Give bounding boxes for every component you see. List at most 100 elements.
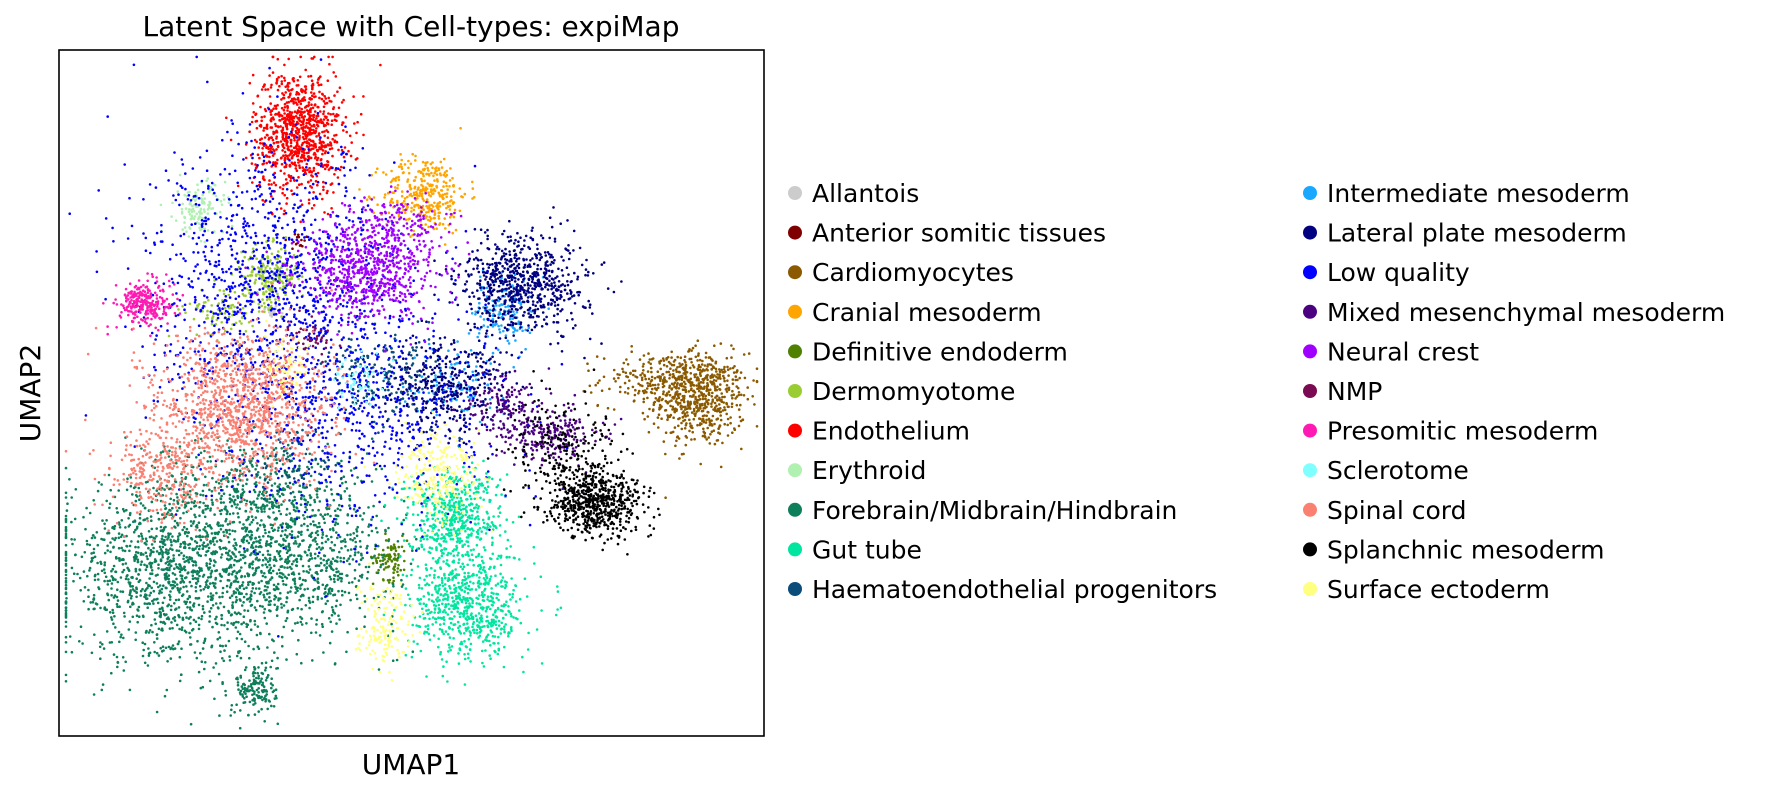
legend-marker bbox=[788, 384, 802, 398]
legend-label: Intermediate mesoderm bbox=[1327, 179, 1630, 208]
cluster-13-0 bbox=[68, 55, 477, 497]
legend-label: Endothelium bbox=[812, 417, 970, 446]
legend-marker bbox=[788, 344, 802, 359]
legend-label: Surface ectoderm bbox=[1327, 575, 1550, 604]
cluster-10-1 bbox=[255, 417, 352, 502]
legend-label: Lateral plate mesoderm bbox=[1327, 219, 1627, 248]
legend-marker bbox=[1303, 186, 1317, 200]
legend-item: Presomitic mesoderm bbox=[1303, 417, 1598, 446]
series-points-17 bbox=[102, 272, 185, 338]
legend-marker bbox=[788, 225, 802, 240]
legend-item: Neural crest bbox=[1303, 337, 1479, 366]
cluster-2-1 bbox=[582, 344, 759, 434]
legend-item: Surface ectoderm bbox=[1303, 575, 1550, 604]
cluster-20-1 bbox=[485, 368, 646, 518]
series-points-15 bbox=[244, 185, 471, 353]
legend-marker bbox=[1303, 225, 1317, 240]
legend-item: Intermediate mesoderm bbox=[1303, 179, 1630, 208]
scatter-points bbox=[64, 55, 759, 730]
cluster-18-0 bbox=[325, 349, 395, 410]
cluster-8-3 bbox=[134, 421, 384, 588]
cluster-21-1 bbox=[354, 562, 424, 682]
legend-item: Endothelium bbox=[788, 417, 970, 446]
cluster-1-0 bbox=[284, 232, 308, 250]
cluster-12-0 bbox=[420, 206, 623, 364]
series-points-18 bbox=[325, 349, 395, 410]
legend-item: Sclerotome bbox=[1303, 456, 1469, 485]
legend-item: Allantois bbox=[788, 179, 919, 208]
cluster-4-0 bbox=[369, 532, 409, 586]
cluster-21-2 bbox=[260, 319, 311, 408]
x-axis-label: UMAP1 bbox=[362, 748, 461, 781]
cluster-5-1 bbox=[167, 273, 267, 352]
legend-marker bbox=[1303, 304, 1317, 319]
series-points-19 bbox=[64, 282, 376, 542]
legend-label: Presomitic mesoderm bbox=[1327, 417, 1598, 446]
cluster-14-1 bbox=[445, 367, 561, 457]
series-points-14 bbox=[445, 367, 623, 491]
legend-item: Cranial mesoderm bbox=[788, 298, 1042, 327]
series-points-3 bbox=[358, 126, 476, 246]
legend-marker bbox=[788, 502, 802, 517]
cluster-15-1 bbox=[347, 185, 463, 253]
cluster-17-0 bbox=[102, 272, 185, 338]
legend-item: Low quality bbox=[1303, 258, 1470, 287]
legend-marker bbox=[788, 186, 802, 200]
cluster-8-1 bbox=[161, 431, 421, 671]
series-points-6 bbox=[225, 55, 382, 224]
legend-marker bbox=[1303, 265, 1317, 280]
legend-marker bbox=[788, 582, 802, 596]
series-points-9 bbox=[380, 444, 563, 686]
plot-frame bbox=[58, 49, 765, 737]
cluster-21-0 bbox=[363, 411, 494, 537]
series-points-21 bbox=[260, 319, 494, 682]
legend: Allantois Anterior somitic tissues Cardiom… bbox=[788, 179, 1725, 604]
cluster-19-0 bbox=[84, 282, 376, 538]
cluster-14-0 bbox=[474, 392, 623, 491]
series-points-5 bbox=[167, 236, 318, 352]
legend-marker bbox=[788, 304, 802, 319]
cluster-8-2 bbox=[221, 651, 280, 723]
legend-marker bbox=[1303, 502, 1317, 517]
legend-marker bbox=[788, 542, 802, 557]
legend-marker bbox=[788, 265, 802, 280]
legend-label: Gut tube bbox=[812, 535, 922, 564]
legend-item: Lateral plate mesoderm bbox=[1303, 219, 1627, 248]
legend-item: Mixed mesenchymal mesoderm bbox=[1303, 298, 1725, 327]
series-points-12 bbox=[358, 206, 623, 458]
legend-marker bbox=[1303, 423, 1317, 438]
legend-label: Anterior somitic tissues bbox=[812, 219, 1106, 248]
series-points-1 bbox=[284, 232, 308, 250]
legend-label: Erythroid bbox=[812, 456, 926, 485]
cluster-15-0 bbox=[244, 196, 471, 353]
series-points-2 bbox=[582, 339, 759, 500]
legend-item: Spinal cord bbox=[1303, 496, 1467, 525]
series-points-20 bbox=[485, 368, 661, 556]
legend-item: Splanchnic mesoderm bbox=[1303, 535, 1604, 564]
series-points-4 bbox=[369, 532, 409, 586]
legend-item: Definitive endoderm bbox=[788, 337, 1068, 366]
y-axis-label: UMAP2 bbox=[14, 344, 47, 443]
legend-item: Gut tube bbox=[788, 535, 922, 564]
legend-label: Mixed mesenchymal mesoderm bbox=[1327, 298, 1725, 327]
legend-label: Sclerotome bbox=[1327, 456, 1469, 485]
legend-label: Cranial mesoderm bbox=[812, 298, 1042, 327]
cluster-6-0 bbox=[225, 55, 382, 224]
legend-label: Cardiomyocytes bbox=[812, 258, 1014, 287]
legend-marker bbox=[788, 423, 802, 438]
legend-label: Definitive endoderm bbox=[812, 337, 1068, 366]
legend-label: NMP bbox=[1327, 377, 1382, 406]
chart-title: Latent Space with Cell-types: expiMap bbox=[143, 10, 680, 43]
legend-label: Splanchnic mesoderm bbox=[1327, 535, 1604, 564]
legend-item: Haematoendothelial progenitors bbox=[788, 575, 1217, 604]
cluster-19-1 bbox=[64, 403, 261, 542]
legend-label: Neural crest bbox=[1327, 337, 1479, 366]
legend-item: Cardiomyocytes bbox=[788, 258, 1014, 287]
legend-marker bbox=[788, 463, 802, 478]
cluster-20-0 bbox=[520, 443, 661, 556]
legend-item: NMP bbox=[1303, 377, 1382, 406]
legend-label: Spinal cord bbox=[1327, 496, 1467, 525]
legend-label: Low quality bbox=[1327, 258, 1470, 287]
series-points-13 bbox=[68, 55, 569, 638]
cluster-9-1 bbox=[382, 500, 563, 686]
